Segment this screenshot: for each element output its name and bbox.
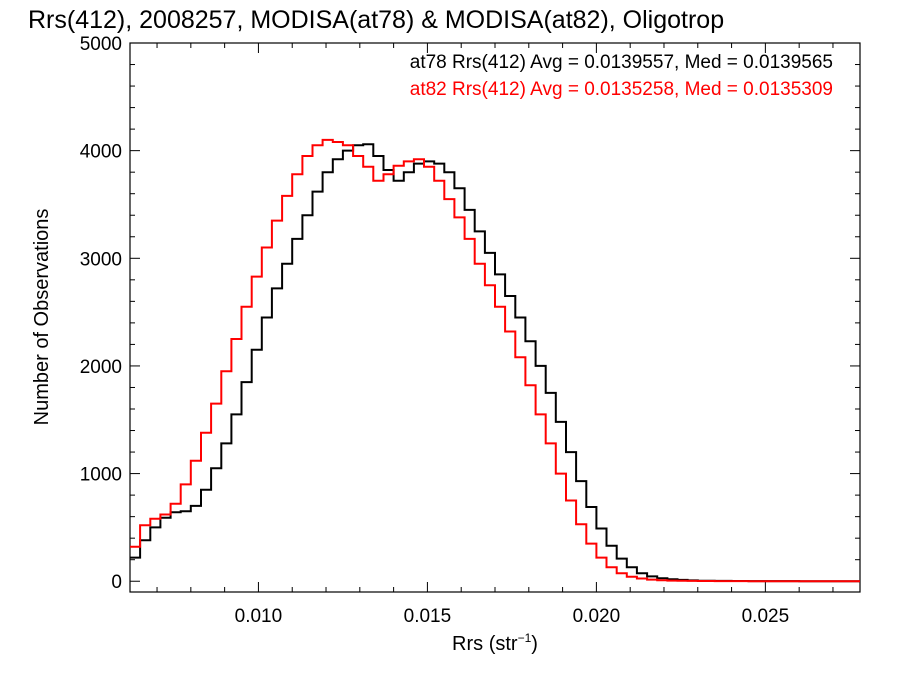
- y-tick-label: 0: [111, 572, 122, 593]
- y-tick-label: 4000: [80, 142, 122, 163]
- x-tick-label: 0.010: [235, 606, 283, 627]
- y-tick-label: 1000: [80, 465, 122, 486]
- y-axis-ticks: [130, 42, 860, 582]
- series-line-at82: [130, 138, 860, 583]
- series-group: [130, 138, 860, 583]
- annotation-at82: at82 Rrs(412) Avg = 0.0135258, Med = 0.0…: [410, 79, 833, 100]
- y-tick-label: 5000: [80, 34, 122, 55]
- x-tick-label: 0.015: [404, 606, 452, 627]
- y-tick-label: 3000: [80, 249, 122, 270]
- x-axis-tick-labels: 0.010 0.015 0.020 0.025: [235, 606, 789, 627]
- x-axis-label-text: Rrs (str: [452, 633, 518, 655]
- x-axis-ticks: [156, 43, 834, 592]
- plot-border: [129, 42, 861, 593]
- chart-title: Rrs(412), 2008257, MODISA(at78) & MODISA…: [28, 6, 724, 34]
- series-line-at78: [130, 143, 860, 583]
- y-axis-tick-labels: 0 1000 2000 3000 4000 5000: [80, 34, 122, 593]
- x-axis-label-close: ): [531, 633, 538, 655]
- x-axis-label: Rrs (str−1): [452, 631, 538, 655]
- x-axis-label-superscript: −1: [518, 631, 532, 645]
- x-tick-label: 0.020: [573, 606, 621, 627]
- x-tick-label: 0.025: [742, 606, 790, 627]
- y-axis-label: Number of Observations: [31, 209, 53, 426]
- plot-frame: [129, 42, 861, 593]
- y-tick-label: 2000: [80, 357, 122, 378]
- annotation-at78: at78 Rrs(412) Avg = 0.0139557, Med = 0.0…: [410, 52, 833, 73]
